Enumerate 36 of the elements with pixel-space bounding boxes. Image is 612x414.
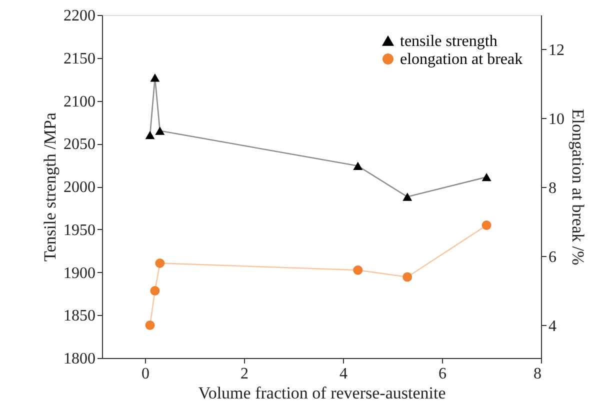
x-axis-title: Volume fraction of reverse-austenite xyxy=(198,384,446,402)
y-tick-label: 2050 xyxy=(64,136,96,154)
y-axis-title: Tensile strength /MPa xyxy=(40,112,60,262)
x-tick-label: 4 xyxy=(340,366,348,382)
point xyxy=(155,126,165,135)
legend-label: elongation at break xyxy=(400,51,523,68)
x-tick-label: 2 xyxy=(240,366,249,382)
y2-tick-label: 12 xyxy=(548,42,564,59)
y-tick-label: 1850 xyxy=(64,308,96,325)
point xyxy=(145,320,155,330)
y-tick-label: 1900 xyxy=(64,264,96,282)
point xyxy=(155,258,165,268)
y2-tick-label: 6 xyxy=(548,248,556,266)
x-tick-label: 8 xyxy=(534,366,542,382)
y-tick-label: 2000 xyxy=(64,179,96,196)
legend-label: tensile strength xyxy=(400,33,498,50)
y-tick-label: 2200 xyxy=(64,8,96,24)
y-tick-label: 2100 xyxy=(64,93,96,110)
point xyxy=(402,272,412,282)
point xyxy=(482,172,492,182)
point xyxy=(150,286,160,296)
y-tick-label: 1800 xyxy=(64,350,96,368)
y2-tick-label: 4 xyxy=(548,318,556,335)
x-tick-label: 0 xyxy=(142,366,150,382)
point xyxy=(353,162,363,170)
point xyxy=(150,73,160,82)
y-tick-label: 2150 xyxy=(64,50,96,68)
x-tick-label: 6 xyxy=(438,366,447,382)
y-tick-label: 1950 xyxy=(64,222,96,239)
y2-tick-label: 8 xyxy=(548,180,556,197)
point xyxy=(482,220,492,230)
point xyxy=(353,265,363,275)
point xyxy=(145,130,155,140)
y2-axis-title: Elongation at break /% xyxy=(568,108,588,266)
y2-tick-label: 10 xyxy=(548,110,564,128)
point xyxy=(402,192,412,201)
